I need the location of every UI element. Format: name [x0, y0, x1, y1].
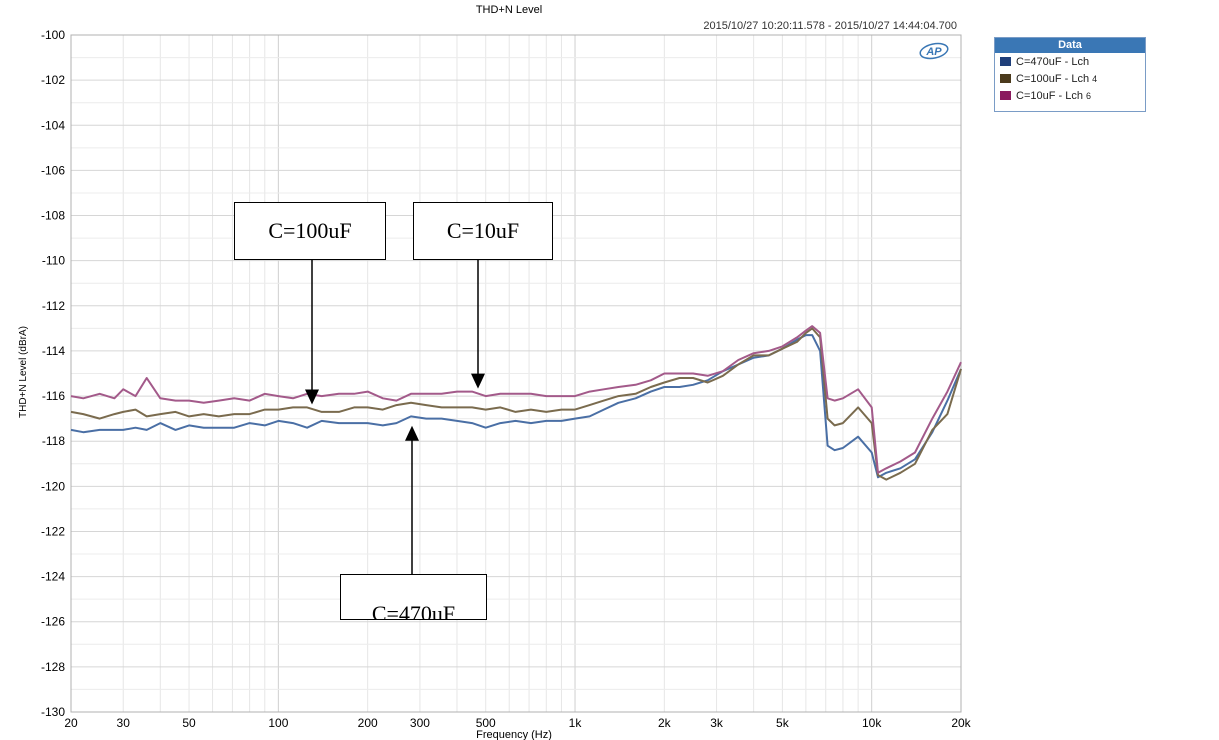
y-axis-title: THD+N Level (dBrA)	[18, 326, 29, 418]
y-tick-label: -130	[41, 705, 65, 719]
y-tick-label: -126	[41, 615, 65, 629]
annotation-arrowhead-icon	[471, 373, 485, 389]
legend-subscript: 6	[1085, 90, 1091, 101]
series-line-1	[70, 327, 962, 481]
legend-label: C=470uF - Lch	[1016, 55, 1090, 68]
callout-100uf: C=100uF	[234, 202, 386, 260]
y-tick-label: -110	[42, 254, 65, 268]
x-tick-label: 50	[182, 716, 196, 730]
callout-470uf: C=470uF	[340, 574, 487, 620]
plot-frame	[70, 34, 962, 713]
y-tick-label: -100	[41, 28, 65, 42]
legend: Data C=470uF - Lch C=100uF - Lch 4 C=10u…	[994, 37, 1146, 112]
y-tick-labels: -100 -102 -104 -106 -108 -110 -112 -114 -116 -118…	[41, 28, 65, 719]
legend-item-10uf: C=10uF - Lch 6	[995, 87, 1145, 104]
x-tick-label: 2k	[658, 716, 672, 730]
legend-item-470uf: C=470uF - Lch	[995, 53, 1145, 70]
y-tick-label: -118	[42, 434, 65, 448]
x-tick-label: 20	[64, 716, 78, 730]
callout-label: C=470uF	[371, 601, 456, 620]
x-tick-label: 100	[268, 716, 288, 730]
y-tick-label: -128	[41, 660, 65, 674]
series-line-0	[70, 334, 962, 479]
y-tick-label: -124	[41, 570, 65, 584]
ap-logo-text: AP	[925, 46, 942, 58]
y-tick-label: -106	[41, 163, 65, 177]
legend-title: Data	[995, 38, 1145, 53]
legend-swatch-icon	[1000, 91, 1011, 100]
x-tick-label: 10k	[862, 716, 882, 730]
callout-label: C=100uF	[268, 218, 352, 243]
x-axis-title: Frequency (Hz)	[476, 729, 552, 740]
y-tick-label: -104	[41, 118, 65, 132]
y-tick-label: -108	[41, 209, 65, 223]
x-tick-label: 1k	[569, 716, 583, 730]
x-tick-label: 5k	[776, 716, 790, 730]
annotation-arrowhead-icon	[405, 425, 419, 441]
legend-label: C=100uF - Lch	[1016, 72, 1090, 85]
x-tick-label: 200	[358, 716, 378, 730]
annotation-arrowhead-icon	[305, 389, 319, 405]
x-tick-label: 30	[117, 716, 131, 730]
y-tick-label: -114	[42, 344, 65, 358]
x-tick-labels: 20 30 50 100 200 300 500 1k 2k 3k 5k 10k 20k	[64, 716, 971, 730]
y-tick-label: -102	[41, 73, 65, 87]
grid	[71, 34, 961, 713]
legend-swatch-icon	[1000, 57, 1011, 66]
legend-subscript: 4	[1092, 73, 1098, 84]
x-tick-label: 500	[476, 716, 496, 730]
x-tick-label: 300	[410, 716, 430, 730]
series-layer	[70, 325, 962, 481]
y-tick-label: -120	[41, 479, 65, 493]
legend-item-100uf: C=100uF - Lch 4	[995, 70, 1145, 87]
chart-timestamp: 2015/10/27 10:20:11.578 - 2015/10/27 14:…	[703, 20, 957, 32]
annotation-arrows	[305, 258, 485, 574]
chart-title: THD+N Level	[476, 4, 542, 16]
callout-label: C=10uF	[446, 218, 520, 243]
y-tick-label: -116	[42, 389, 65, 403]
callout-10uf: C=10uF	[413, 202, 553, 260]
legend-label: C=10uF - Lch	[1016, 89, 1083, 102]
legend-swatch-icon	[1000, 74, 1011, 83]
series-line-2	[70, 325, 962, 474]
x-tick-label: 3k	[710, 716, 724, 730]
y-tick-label: -112	[42, 299, 65, 313]
y-tick-label: -122	[41, 524, 65, 538]
ap-logo-icon: AP	[919, 42, 949, 60]
x-tick-label: 20k	[951, 716, 971, 730]
